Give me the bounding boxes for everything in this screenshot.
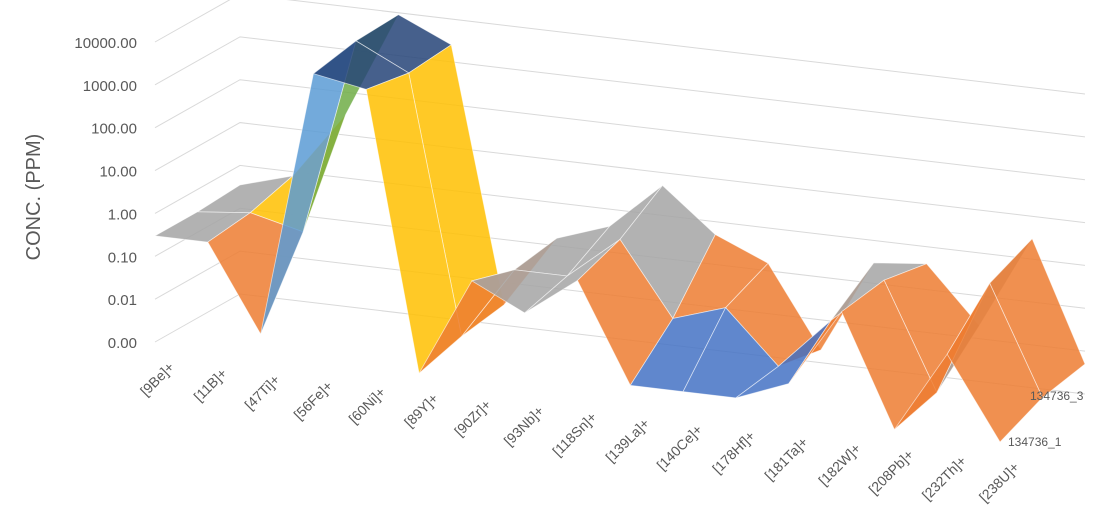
y-tick-label: 0.00 xyxy=(108,335,137,352)
gridline xyxy=(154,122,1086,224)
x-tick-label: [232Th]+ xyxy=(919,453,970,504)
gridline xyxy=(154,164,1086,266)
y-axis-title: CONC. (PPM) xyxy=(23,134,45,261)
x-tick-label: [89Y]+ xyxy=(401,390,441,430)
x-tick-label: [9Be]+ xyxy=(137,359,177,399)
gridline xyxy=(154,0,1086,95)
x-tick-label: [93Nb]+ xyxy=(501,403,547,449)
x-tick-label: [139La]+ xyxy=(602,415,652,465)
x-tick-label: [47Ti]+ xyxy=(241,371,282,412)
depth-tick-label: 134736_1 xyxy=(1008,435,1062,449)
y-axis-ticks: 0.00 0.01 0.10 1.00 10.00 100.00 1000.00 10000.… xyxy=(74,35,137,352)
x-tick-label: [182W]+ xyxy=(815,440,863,488)
depth-tick-label: 134736_3 xyxy=(1030,389,1084,403)
y-tick-label: 1000.00 xyxy=(83,78,137,95)
y-tick-label: 10000.00 xyxy=(74,35,137,52)
gridline xyxy=(154,36,1086,138)
x-tick-label: [208Pb]+ xyxy=(865,446,916,497)
x-tick-label: [178Hf]+ xyxy=(709,428,758,477)
x-tick-label: [181Ta]+ xyxy=(761,434,811,484)
y-tick-label: 100.00 xyxy=(91,121,137,138)
x-tick-label: [56Fe]+ xyxy=(290,378,335,423)
x-tick-label: [11B]+ xyxy=(190,365,229,404)
depth-axis-ticks: 134736_3 134736_1 xyxy=(1008,389,1084,449)
y-tick-label: 0.01 xyxy=(108,292,137,309)
x-tick-label: [140Ce]+ xyxy=(653,421,705,473)
y-tick-label: 10.00 xyxy=(99,164,137,181)
y-tick-label: 0.10 xyxy=(108,249,137,266)
x-tick-label: [90Zr]+ xyxy=(451,396,494,439)
gridline xyxy=(154,79,1086,181)
y-tick-label: 1.00 xyxy=(108,206,137,223)
surface-patch xyxy=(946,282,1043,443)
x-tick-label: [238U]+ xyxy=(976,459,1022,505)
surface-plot xyxy=(153,13,1086,443)
x-tick-label: [60Ni]+ xyxy=(345,384,388,427)
x-tick-label: [118Sn]+ xyxy=(549,409,599,459)
